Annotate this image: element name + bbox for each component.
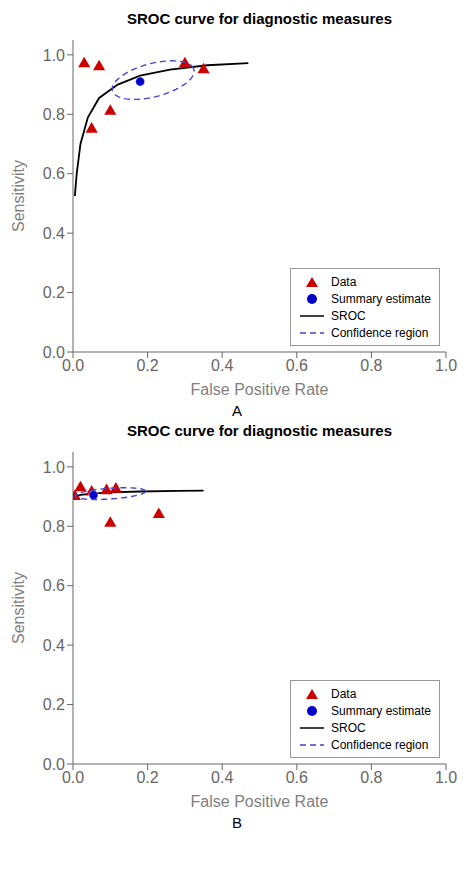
svg-text:False Positive Rate: False Positive Rate: [191, 381, 329, 398]
svg-text:0.4: 0.4: [211, 769, 233, 786]
html-text:Confidence region: Confidence region: [331, 737, 429, 752]
svg-text:0.4: 0.4: [43, 225, 65, 242]
svg-text:1.0: 1.0: [435, 357, 457, 374]
html-text:Confidence region: Confidence region: [331, 325, 429, 340]
svg-text:0.0: 0.0: [43, 344, 65, 361]
svg-text:1.0: 1.0: [43, 47, 65, 64]
html-text:B: B: [232, 814, 242, 831]
svg-text:0.6: 0.6: [286, 357, 308, 374]
svg-text:0.8: 0.8: [360, 769, 382, 786]
html-text:SROC: SROC: [331, 308, 366, 323]
html-text:Summary estimate: Summary estimate: [331, 703, 431, 718]
svg-text:0.0: 0.0: [62, 769, 84, 786]
svg-text:Sensitivity: Sensitivity: [10, 572, 27, 644]
svg-text:1.0: 1.0: [43, 459, 65, 476]
svg-text:0.6: 0.6: [286, 769, 308, 786]
svg-text:0.0: 0.0: [43, 756, 65, 773]
svg-text:0.2: 0.2: [136, 357, 158, 374]
svg-text:Sensitivity: Sensitivity: [10, 160, 27, 232]
svg-text:0.6: 0.6: [43, 165, 65, 182]
svg-text:0.8: 0.8: [360, 357, 382, 374]
svg-text:0.2: 0.2: [43, 696, 65, 713]
svg-text:0.4: 0.4: [211, 357, 233, 374]
html-text:Data: Data: [331, 686, 357, 701]
svg-text:0.8: 0.8: [43, 518, 65, 535]
html-text:SROC: SROC: [331, 720, 366, 735]
html-text:SROC curve for diagnostic meas: SROC curve for diagnostic measures: [127, 422, 392, 439]
html-text:SROC curve for diagnostic meas: SROC curve for diagnostic measures: [127, 10, 392, 27]
svg-text:0.0: 0.0: [62, 357, 84, 374]
svg-text:0.6: 0.6: [43, 577, 65, 594]
svg-text:False Positive Rate: False Positive Rate: [191, 793, 329, 810]
svg-text:0.2: 0.2: [43, 284, 65, 301]
html-text:Data: Data: [331, 274, 357, 289]
html-text:A: A: [232, 402, 242, 419]
html-text:Summary estimate: Summary estimate: [331, 291, 431, 306]
svg-text:1.0: 1.0: [435, 769, 457, 786]
svg-text:0.2: 0.2: [136, 769, 158, 786]
svg-text:0.8: 0.8: [43, 106, 65, 123]
svg-text:0.4: 0.4: [43, 637, 65, 654]
